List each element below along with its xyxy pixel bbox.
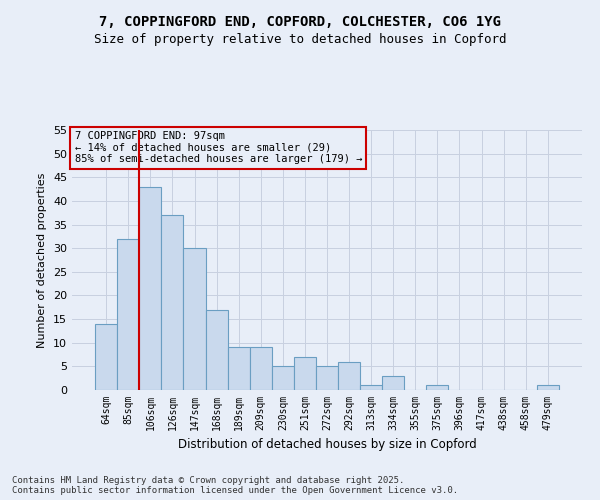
Text: Size of property relative to detached houses in Copford: Size of property relative to detached ho…: [94, 32, 506, 46]
Bar: [316, 366, 338, 390]
Bar: [139, 186, 161, 390]
Bar: [360, 386, 382, 390]
Bar: [227, 348, 250, 390]
Bar: [206, 310, 227, 390]
Text: Contains HM Land Registry data © Crown copyright and database right 2025.
Contai: Contains HM Land Registry data © Crown c…: [12, 476, 458, 495]
Bar: [250, 348, 272, 390]
Text: 7, COPPINGFORD END, COPFORD, COLCHESTER, CO6 1YG: 7, COPPINGFORD END, COPFORD, COLCHESTER,…: [99, 15, 501, 29]
Bar: [294, 357, 316, 390]
Bar: [117, 238, 139, 390]
Bar: [161, 215, 184, 390]
Bar: [95, 324, 117, 390]
Y-axis label: Number of detached properties: Number of detached properties: [37, 172, 47, 348]
Bar: [272, 366, 294, 390]
Bar: [184, 248, 206, 390]
X-axis label: Distribution of detached houses by size in Copford: Distribution of detached houses by size …: [178, 438, 476, 452]
Bar: [537, 386, 559, 390]
Bar: [427, 386, 448, 390]
Bar: [382, 376, 404, 390]
Bar: [338, 362, 360, 390]
Text: 7 COPPINGFORD END: 97sqm
← 14% of detached houses are smaller (29)
85% of semi-d: 7 COPPINGFORD END: 97sqm ← 14% of detach…: [74, 132, 362, 164]
